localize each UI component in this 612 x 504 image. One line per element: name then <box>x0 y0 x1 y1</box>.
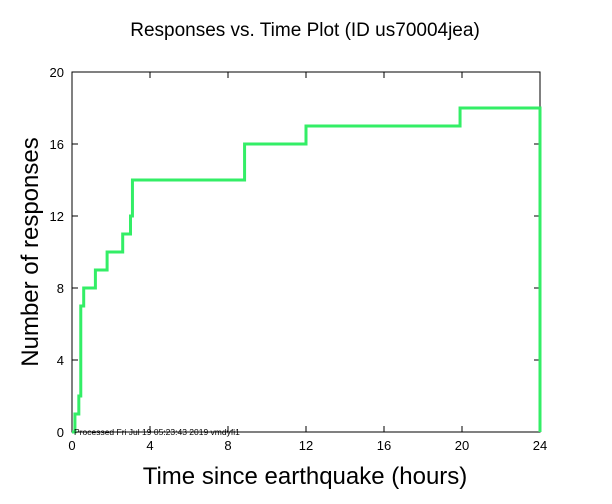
y-axis-ticks: 0 4 8 12 16 20 <box>50 65 540 440</box>
x-tick-label: 20 <box>455 438 469 453</box>
y-tick-label: 12 <box>50 209 64 224</box>
y-tick-label: 4 <box>57 353 64 368</box>
x-tick-label: 8 <box>224 438 231 453</box>
x-tick-label: 0 <box>68 438 75 453</box>
responses-series-line-0 <box>72 106 542 434</box>
x-tick-label: 16 <box>377 438 391 453</box>
x-tick-label: 24 <box>533 438 547 453</box>
y-tick-label: 8 <box>57 281 64 296</box>
y-tick-label: 16 <box>50 137 64 152</box>
x-tick-label: 4 <box>146 438 153 453</box>
y-axis-label: Number of responses <box>17 137 44 366</box>
x-tick-label: 12 <box>299 438 313 453</box>
series-layer <box>72 106 542 434</box>
x-axis-label: Time since earthquake (hours) <box>143 463 468 490</box>
x-axis-ticks: 0 4 8 12 16 20 24 <box>68 72 547 453</box>
chart-title: Responses vs. Time Plot (ID us70004jea) <box>130 20 480 41</box>
processed-note: Processed Fri Jul 19 05:23:43 2019 vmdyf… <box>74 427 240 437</box>
y-tick-label: 20 <box>50 65 64 80</box>
y-tick-label: 0 <box>57 425 64 440</box>
